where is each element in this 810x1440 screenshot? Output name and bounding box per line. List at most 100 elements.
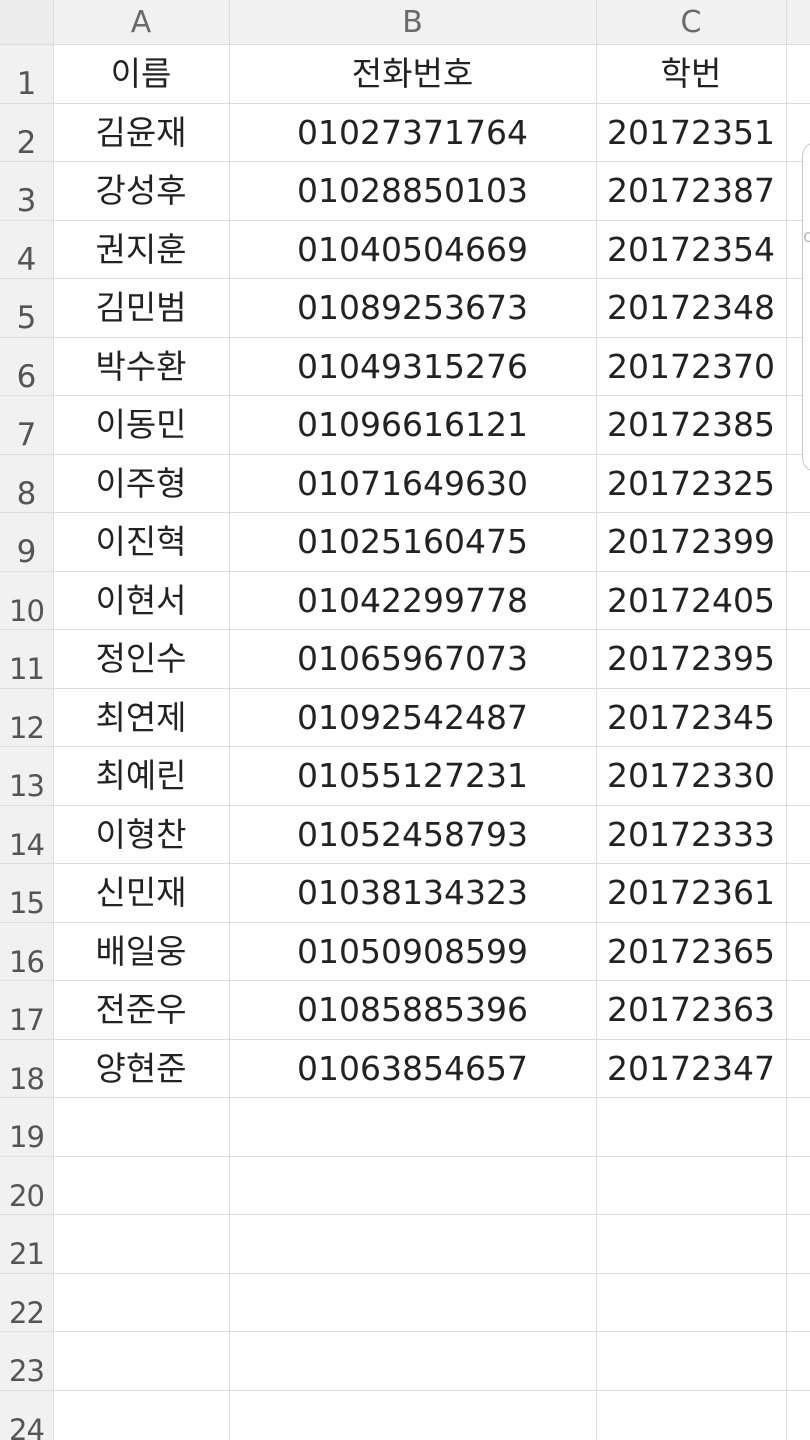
cell-a16[interactable]: 배일웅 bbox=[95, 932, 187, 971]
cell-b16[interactable]: 01050908599 bbox=[297, 932, 528, 971]
cell-c21[interactable] bbox=[596, 1214, 786, 1273]
row-header-6[interactable]: 6 bbox=[16, 359, 37, 395]
cell-b19[interactable] bbox=[229, 1097, 596, 1156]
cell-a8[interactable]: 이주형 bbox=[95, 464, 187, 503]
cell-c1[interactable]: 학번 bbox=[660, 54, 722, 93]
cell-b10[interactable]: 01042299778 bbox=[297, 581, 528, 620]
cell-c11[interactable]: 20172395 bbox=[607, 639, 775, 678]
row-header-21[interactable]: 21 bbox=[9, 1237, 45, 1271]
row-header-2[interactable]: 2 bbox=[16, 125, 37, 161]
cell-a22[interactable] bbox=[53, 1273, 229, 1332]
row-header-11[interactable]: 11 bbox=[9, 652, 45, 686]
cell-a7[interactable]: 이동민 bbox=[95, 405, 187, 444]
row-header-14[interactable]: 14 bbox=[9, 828, 45, 862]
cell-c23[interactable] bbox=[596, 1331, 786, 1390]
column-header-a[interactable]: A bbox=[130, 5, 152, 40]
cell-c19[interactable] bbox=[596, 1097, 786, 1156]
cell-b8[interactable]: 01071649630 bbox=[297, 464, 528, 503]
cell-a19[interactable] bbox=[53, 1097, 229, 1156]
cell-b5[interactable]: 01089253673 bbox=[297, 288, 528, 327]
cell-a18[interactable]: 양현준 bbox=[95, 1049, 187, 1088]
row-header-10[interactable]: 10 bbox=[9, 594, 45, 628]
cell-b13[interactable]: 01055127231 bbox=[297, 756, 528, 795]
cell-c8[interactable]: 20172325 bbox=[607, 464, 775, 503]
cell-b23[interactable] bbox=[229, 1331, 596, 1390]
cell-a2[interactable]: 김윤재 bbox=[95, 113, 187, 152]
cell-b21[interactable] bbox=[229, 1214, 596, 1273]
row-header-1[interactable]: 1 bbox=[16, 66, 37, 102]
row-header-24[interactable]: 24 bbox=[9, 1413, 45, 1440]
cell-a4[interactable]: 권지훈 bbox=[95, 230, 187, 269]
row-header-15[interactable]: 15 bbox=[9, 886, 45, 920]
cell-c16[interactable]: 20172365 bbox=[607, 932, 775, 971]
cell-b20[interactable] bbox=[229, 1156, 596, 1215]
cell-b4[interactable]: 01040504669 bbox=[297, 230, 528, 269]
row-header-4[interactable]: 4 bbox=[16, 242, 37, 278]
row-header-16[interactable]: 16 bbox=[9, 945, 45, 979]
cell-b7[interactable]: 01096616121 bbox=[297, 405, 528, 444]
cell-b18[interactable]: 01063854657 bbox=[297, 1049, 528, 1088]
row-header-9[interactable]: 9 bbox=[16, 534, 37, 570]
row-header-20[interactable]: 20 bbox=[9, 1179, 45, 1213]
cell-a6[interactable]: 박수환 bbox=[95, 347, 187, 386]
select-all-corner[interactable] bbox=[0, 0, 53, 44]
cell-c2[interactable]: 20172351 bbox=[607, 113, 775, 152]
cell-a13[interactable]: 최예린 bbox=[95, 756, 187, 795]
cell-a20[interactable] bbox=[53, 1156, 229, 1215]
cell-c15[interactable]: 20172361 bbox=[607, 873, 775, 912]
row-header-19[interactable]: 19 bbox=[9, 1120, 45, 1154]
column-header-b[interactable]: B bbox=[402, 5, 423, 40]
cell-a14[interactable]: 이형찬 bbox=[95, 815, 187, 854]
row-header-22[interactable]: 22 bbox=[9, 1296, 45, 1330]
column-header-c[interactable]: C bbox=[680, 5, 702, 40]
row-header-7[interactable]: 7 bbox=[16, 417, 37, 453]
cell-c14[interactable]: 20172333 bbox=[607, 815, 775, 854]
cell-a1[interactable]: 이름 bbox=[110, 54, 172, 93]
cell-a9[interactable]: 이진혁 bbox=[95, 522, 187, 561]
row-header-18[interactable]: 18 bbox=[9, 1062, 45, 1096]
cell-c6[interactable]: 20172370 bbox=[607, 347, 775, 386]
cell-a23[interactable] bbox=[53, 1331, 229, 1390]
row-header-17[interactable]: 17 bbox=[9, 1003, 45, 1037]
cell-b17[interactable]: 01085885396 bbox=[297, 990, 528, 1029]
row-header-23[interactable]: 23 bbox=[9, 1354, 45, 1388]
cell-a17[interactable]: 전준우 bbox=[95, 990, 187, 1029]
cell-c22[interactable] bbox=[596, 1273, 786, 1332]
row-header-13[interactable]: 13 bbox=[9, 769, 45, 803]
row-header-5[interactable]: 5 bbox=[16, 300, 37, 336]
cell-a11[interactable]: 정인수 bbox=[95, 639, 187, 678]
cell-c10[interactable]: 20172405 bbox=[607, 581, 775, 620]
cell-a3[interactable]: 강성후 bbox=[95, 171, 187, 210]
cell-a12[interactable]: 최연제 bbox=[95, 698, 187, 737]
row-header-3[interactable]: 3 bbox=[16, 183, 37, 219]
cell-c20[interactable] bbox=[596, 1156, 786, 1215]
cell-c7[interactable]: 20172385 bbox=[607, 405, 775, 444]
cell-b1[interactable]: 전화번호 bbox=[351, 54, 474, 93]
cell-c18[interactable]: 20172347 bbox=[607, 1049, 775, 1088]
cell-c5[interactable]: 20172348 bbox=[607, 288, 775, 327]
cell-b6[interactable]: 01049315276 bbox=[297, 347, 528, 386]
cell-b12[interactable]: 01092542487 bbox=[297, 698, 528, 737]
cell-b11[interactable]: 01065967073 bbox=[297, 639, 528, 678]
cell-b24[interactable] bbox=[229, 1390, 596, 1440]
cell-b3[interactable]: 01028850103 bbox=[297, 171, 528, 210]
row-header-8[interactable]: 8 bbox=[16, 476, 37, 512]
cell-c9[interactable]: 20172399 bbox=[607, 522, 775, 561]
cell-b14[interactable]: 01052458793 bbox=[297, 815, 528, 854]
cell-c12[interactable]: 20172345 bbox=[607, 698, 775, 737]
cell-a5[interactable]: 김민범 bbox=[95, 288, 187, 327]
cell-a10[interactable]: 이현서 bbox=[95, 581, 187, 620]
cell-a24[interactable] bbox=[53, 1390, 229, 1440]
cell-a21[interactable] bbox=[53, 1214, 229, 1273]
cell-c24[interactable] bbox=[596, 1390, 786, 1440]
cell-c4[interactable]: 20172354 bbox=[607, 230, 775, 269]
side-panel-handle[interactable] bbox=[802, 142, 810, 472]
cell-b2[interactable]: 01027371764 bbox=[297, 113, 528, 152]
cell-b9[interactable]: 01025160475 bbox=[297, 522, 528, 561]
cell-c13[interactable]: 20172330 bbox=[607, 756, 775, 795]
cell-a15[interactable]: 신민재 bbox=[95, 873, 187, 912]
cell-b22[interactable] bbox=[229, 1273, 596, 1332]
cell-c17[interactable]: 20172363 bbox=[607, 990, 775, 1029]
cell-c3[interactable]: 20172387 bbox=[607, 171, 775, 210]
